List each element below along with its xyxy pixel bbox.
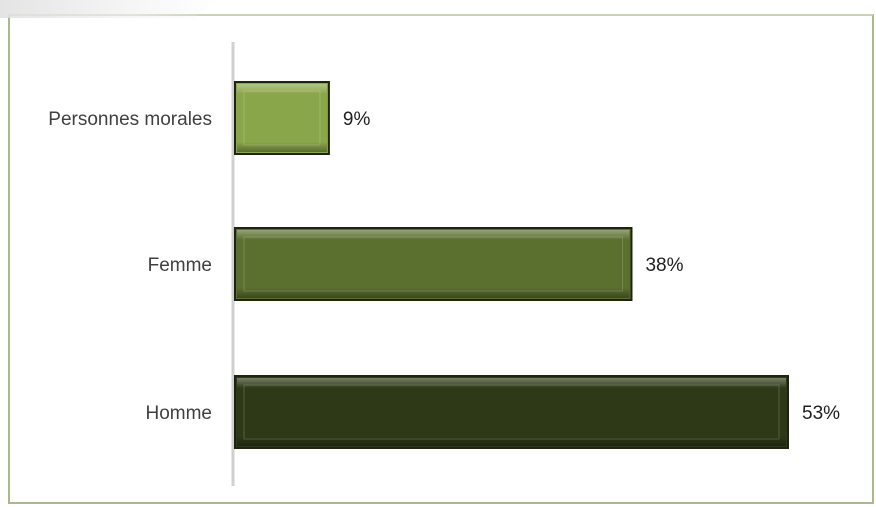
bar-homme (234, 375, 789, 449)
bar-femme-bevel-top (237, 230, 630, 240)
bar-personnes-morales (234, 81, 330, 155)
corner-shadow (0, 0, 220, 18)
bar-homme-bevel-bottom (237, 436, 786, 446)
bar-personnes-morales-bevel-bottom (237, 142, 327, 152)
value-label-femme: 38% (645, 255, 683, 276)
bar-personnes-morales-bevel-top (237, 84, 327, 94)
value-label-personnes-morales: 9% (343, 109, 371, 130)
bar-homme-bevel-inner (243, 384, 780, 440)
category-label-personnes-morales: Personnes morales (48, 109, 212, 130)
bar-femme-bevel-bottom (237, 288, 630, 298)
category-label-homme: Homme (145, 403, 212, 424)
category-label-femme: Femme (148, 255, 212, 276)
bar-femme-bevel-inner (243, 236, 623, 292)
bar-femme (234, 227, 633, 301)
bar-homme-bevel-top (237, 378, 786, 388)
bar-personnes-morales-bevel-inner (243, 90, 321, 146)
value-label-homme: 53% (802, 403, 840, 424)
